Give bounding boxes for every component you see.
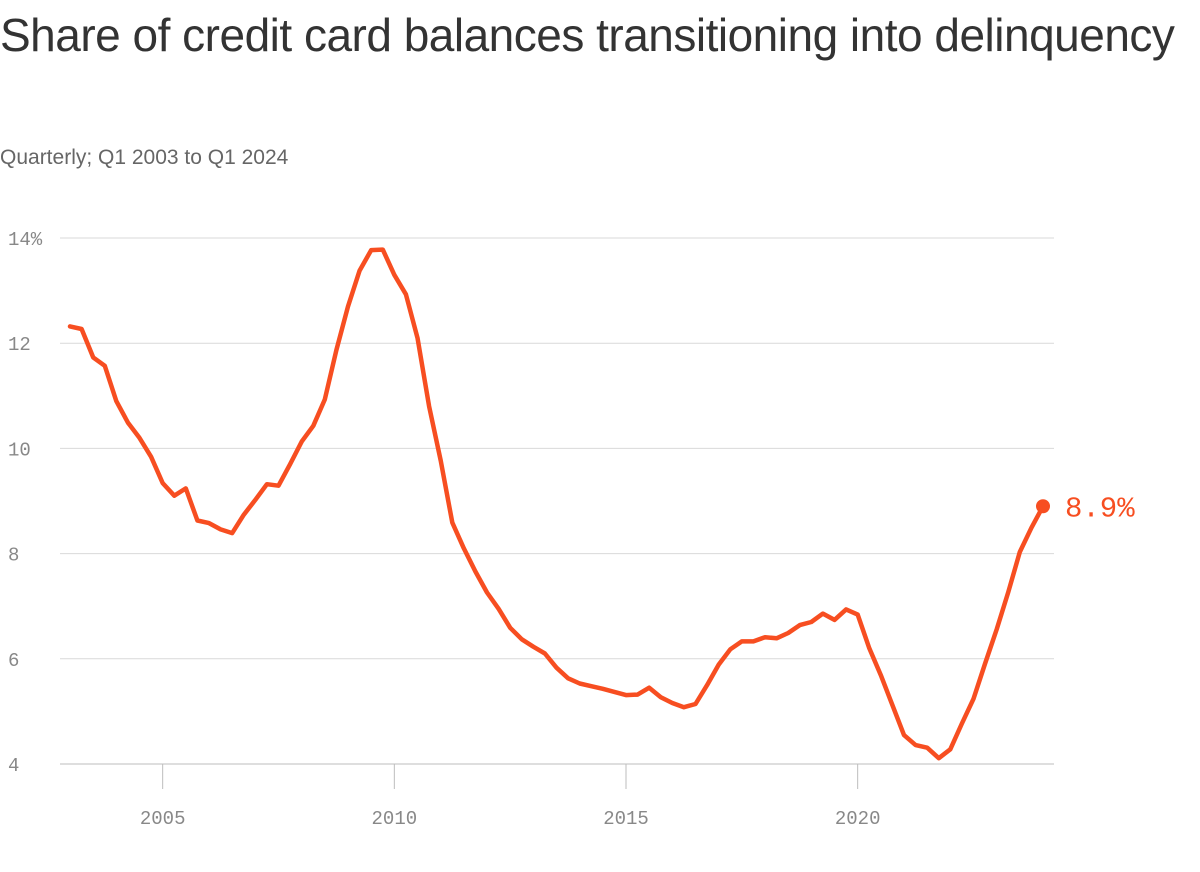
- end-point-marker: [1036, 499, 1050, 514]
- y-tick-label: 14%: [8, 229, 43, 251]
- y-tick-label: 4: [8, 755, 19, 777]
- x-tick-label: 2015: [603, 808, 649, 830]
- x-tick-label: 2020: [835, 808, 881, 830]
- y-tick-label: 6: [8, 650, 19, 672]
- chart-title: Share of credit card balances transition…: [0, 9, 1175, 61]
- x-axis: 2005 2010 2015 2020: [140, 764, 881, 830]
- x-tick-label: 2005: [140, 808, 186, 830]
- series-line: [67, 247, 1046, 761]
- y-tick-label: 8: [8, 545, 19, 567]
- x-tick-label: 2010: [372, 808, 418, 830]
- y-tick-label: 12: [8, 334, 31, 356]
- chart-subtitle: Quarterly; Q1 2003 to Q1 2024: [0, 146, 289, 169]
- y-gridlines: [60, 237, 1054, 765]
- y-tick-label: 10: [8, 439, 31, 461]
- y-axis: 14% 12 10 8 6 4: [8, 229, 43, 777]
- end-value-label: 8.9%: [1065, 492, 1135, 525]
